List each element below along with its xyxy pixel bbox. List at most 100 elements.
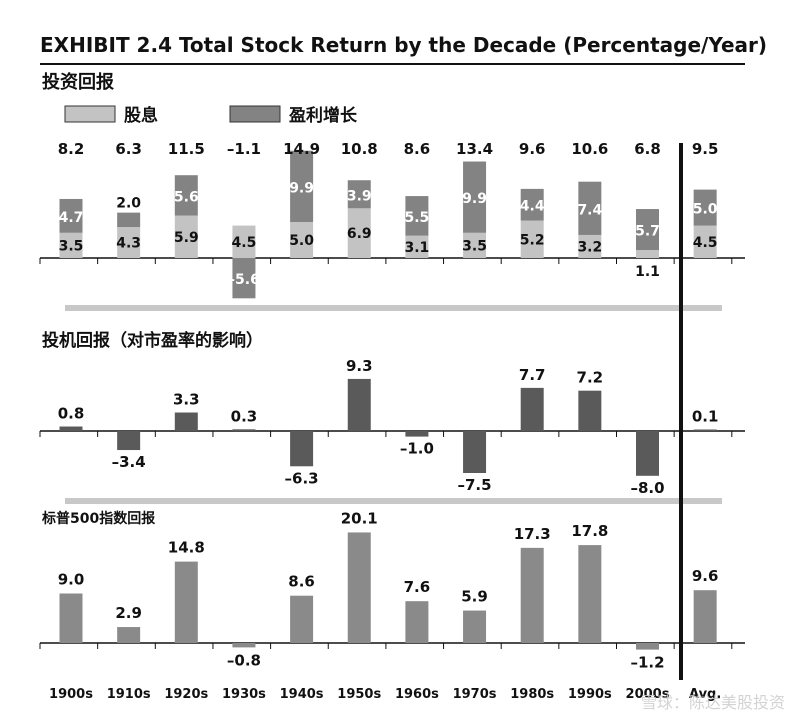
sp500-label: –1.2 xyxy=(630,654,664,672)
earnings-bar xyxy=(290,150,314,222)
dividend-bar xyxy=(232,225,256,258)
total-return-label: 6.3 xyxy=(115,140,142,158)
speculative-label: 3.3 xyxy=(173,391,200,409)
exhibit-title: EXHIBIT 2.4 Total Stock Return by the De… xyxy=(40,33,767,57)
speculative-bar xyxy=(405,431,429,437)
sp500-bar xyxy=(693,590,717,643)
sp500-label: 20.1 xyxy=(341,509,378,527)
sp500-bar xyxy=(117,627,141,643)
sp500-bar xyxy=(347,532,371,643)
sp500-label: –0.8 xyxy=(227,651,261,669)
legend-dividend-swatch xyxy=(64,105,116,123)
sp500-bar xyxy=(290,595,314,643)
dividend-label: 4.5 xyxy=(232,235,257,251)
sp500-label: 17.3 xyxy=(514,525,551,543)
earnings-bar xyxy=(405,196,429,236)
decade-label: 1990s xyxy=(568,687,612,702)
earnings-bar xyxy=(117,212,141,228)
dividend-label: 6.9 xyxy=(347,226,372,242)
total-return-label: 8.6 xyxy=(404,140,431,158)
dividend-bar xyxy=(520,220,544,258)
total-return-label: 9.5 xyxy=(692,140,719,158)
speculative-label: –3.4 xyxy=(112,453,146,471)
sp500-label: 8.6 xyxy=(288,573,315,591)
sp500-label: 2.9 xyxy=(115,604,142,622)
earnings-bar xyxy=(232,258,256,299)
dividend-label: 4.5 xyxy=(693,235,718,251)
speculative-label: 7.2 xyxy=(577,369,604,387)
legend-earnings-swatch xyxy=(229,105,281,123)
sp500-bar xyxy=(174,561,198,643)
dividend-label: 5.9 xyxy=(174,230,199,246)
dividend-bar xyxy=(463,232,487,258)
watermark-text: 雪球：陈达美股投资 xyxy=(641,693,785,712)
dividend-label: 3.5 xyxy=(59,238,84,254)
dividend-label: 5.0 xyxy=(289,233,314,249)
decade-label: 1930s xyxy=(222,687,266,702)
speculative-label: 0.1 xyxy=(692,408,719,426)
dividend-bar xyxy=(290,222,314,258)
speculative-bar xyxy=(578,390,602,431)
dividend-bar xyxy=(174,215,198,258)
sp500-label: 14.8 xyxy=(168,539,205,557)
earnings-label: 9.9 xyxy=(462,191,487,207)
sp500-bar xyxy=(636,643,659,650)
earnings-label: 5.7 xyxy=(635,224,660,240)
earnings-label: 9.9 xyxy=(289,180,314,196)
decade-label: 1960s xyxy=(395,687,439,702)
speculative-label: –6.3 xyxy=(285,469,319,487)
total-return-label: 14.9 xyxy=(283,140,320,158)
earnings-bar xyxy=(463,161,487,233)
decade-label: 1970s xyxy=(453,687,497,702)
earnings-label: 7.4 xyxy=(577,202,602,218)
earnings-bar xyxy=(578,181,602,235)
speculative-label: 0.8 xyxy=(58,405,85,423)
earnings-bar xyxy=(693,189,717,226)
decade-label: 1980s xyxy=(510,687,554,702)
dividend-bar xyxy=(59,232,83,258)
decade-label: 1900s xyxy=(49,687,93,702)
dividend-label: 3.2 xyxy=(577,239,602,255)
dividend-bar xyxy=(405,235,429,258)
speculative-label: –1.0 xyxy=(400,440,434,458)
sp500-bar xyxy=(232,643,256,648)
panel-separator xyxy=(65,498,722,504)
speculative-bar xyxy=(59,426,83,431)
speculative-bar xyxy=(117,431,141,451)
sp500-label: 5.9 xyxy=(461,588,488,606)
sp500-label: 9.0 xyxy=(58,571,85,589)
sp500-label: 7.6 xyxy=(404,578,431,596)
panel-speculative-title: 投机回报（对市盈率的影响） xyxy=(42,330,263,351)
earnings-label: 4.7 xyxy=(59,210,84,226)
speculative-bar xyxy=(347,378,371,431)
earnings-label: –5.6 xyxy=(228,272,260,288)
earnings-label: 2.0 xyxy=(116,196,141,212)
total-return-label: 11.5 xyxy=(168,140,205,158)
earnings-label: 5.6 xyxy=(174,189,199,205)
decade-label: 1940s xyxy=(280,687,324,702)
total-return-label: 8.2 xyxy=(58,140,85,158)
sp500-label: 17.8 xyxy=(571,522,608,540)
speculative-bar xyxy=(232,429,256,431)
speculative-label: 7.7 xyxy=(519,366,546,384)
earnings-bar xyxy=(347,180,371,209)
panel-separator xyxy=(65,305,722,311)
dividend-bar xyxy=(117,227,141,258)
legend-earnings-label: 盈利增长 xyxy=(288,105,358,126)
earnings-bar xyxy=(59,198,83,233)
dividend-bar xyxy=(578,234,602,258)
average-divider-line xyxy=(679,143,683,680)
chart-marks: 8.2 3.5 4.7 6.3 4.3 2.0 11.5 5.9 5.6 –1.1 4.5 –5.6 1… xyxy=(39,140,745,702)
panel-investment-title: 投资回报 xyxy=(42,71,114,93)
dividend-bar xyxy=(636,250,659,258)
earnings-bar xyxy=(174,175,198,216)
dividend-bar xyxy=(693,225,717,258)
dividend-label: 5.2 xyxy=(520,232,545,248)
legend-dividend-label: 股息 xyxy=(124,105,158,126)
speculative-label: 0.3 xyxy=(231,407,258,425)
speculative-bar xyxy=(693,429,717,431)
sp500-bar xyxy=(59,593,83,643)
sp500-bar xyxy=(520,547,544,643)
decade-label: Avg. xyxy=(689,687,721,702)
